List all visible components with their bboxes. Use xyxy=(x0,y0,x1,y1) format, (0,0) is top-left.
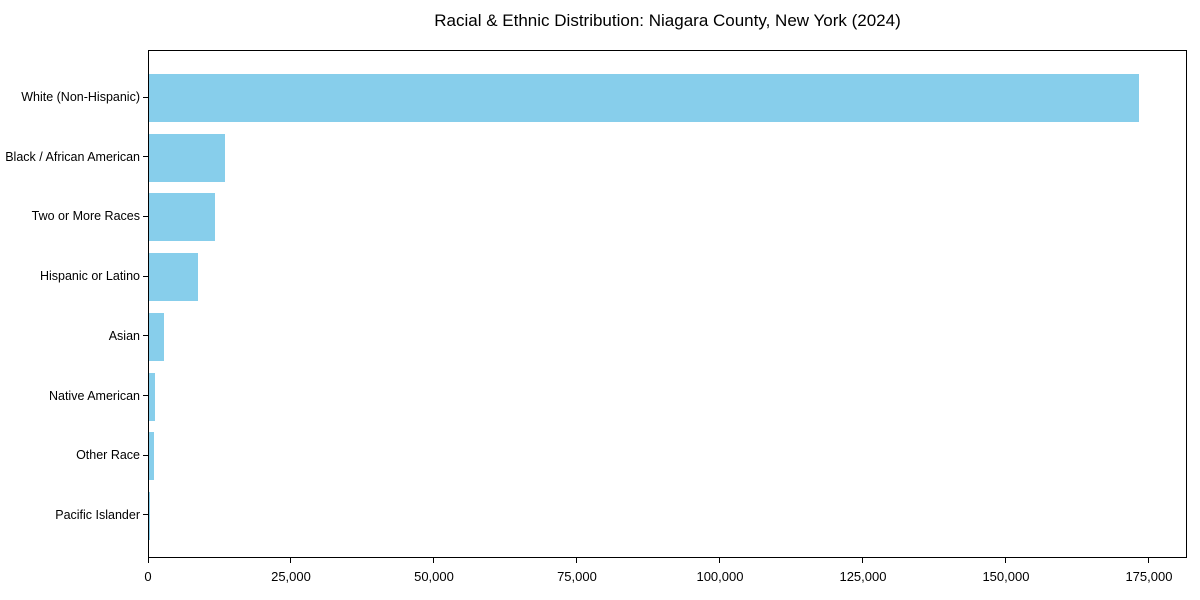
x-axis-tick xyxy=(290,558,292,563)
y-axis-tick xyxy=(143,395,148,396)
x-axis-tick xyxy=(1005,558,1007,563)
y-axis-tick xyxy=(143,454,148,456)
x-axis-tick xyxy=(147,558,149,563)
chart-title: Racial & Ethnic Distribution: Niagara Co… xyxy=(434,11,901,30)
x-axis-tick xyxy=(862,558,864,563)
x-axis-label-175-000: 175,000 xyxy=(1125,569,1173,584)
x-axis-label-125-000: 125,000 xyxy=(839,569,887,584)
y-axis-label-pacific-islander: Pacific Islander xyxy=(55,507,140,522)
y-axis-tick xyxy=(143,335,148,337)
plot-area xyxy=(148,50,1187,558)
x-axis-tick xyxy=(719,558,721,563)
y-axis-label-two-or-more-races: Two or More Races xyxy=(31,209,140,224)
x-axis-label-50-000: 50,000 xyxy=(414,569,454,584)
x-axis-tick xyxy=(433,558,435,563)
bar-other-race xyxy=(149,432,154,481)
y-axis-tick xyxy=(143,215,148,217)
x-axis-label-75-000: 75,000 xyxy=(557,569,597,584)
bar-black-african-american xyxy=(149,133,226,182)
x-axis-tick xyxy=(576,558,578,563)
y-axis-tick xyxy=(143,275,148,277)
y-axis-label-white-non-hispanic: White (Non-Hispanic) xyxy=(21,89,140,104)
x-axis-label-25-000: 25,000 xyxy=(271,569,311,584)
y-axis-label-black-african-american: Black / African American xyxy=(5,149,140,164)
x-axis-label-150-000: 150,000 xyxy=(982,569,1030,584)
bar-hispanic-or-latino xyxy=(149,253,199,302)
y-axis-label-native-american: Native American xyxy=(48,388,140,403)
y-axis-tick xyxy=(143,96,148,98)
bar-native-american xyxy=(149,372,155,421)
bar-white-non-hispanic xyxy=(149,74,1139,122)
y-axis-label-asian: Asian xyxy=(108,328,140,343)
y-axis-tick xyxy=(143,514,148,516)
x-axis-tick xyxy=(1148,558,1150,563)
bar-asian xyxy=(149,312,164,361)
y-axis-label-hispanic-or-latino: Hispanic or Latino xyxy=(39,268,140,283)
y-axis-tick xyxy=(143,156,148,158)
bar-two-or-more-races xyxy=(149,193,215,242)
y-axis-label-other-race: Other Race xyxy=(76,447,140,462)
x-axis-label-100-000: 100,000 xyxy=(696,569,744,584)
x-axis-label-0: 0 xyxy=(144,569,152,584)
